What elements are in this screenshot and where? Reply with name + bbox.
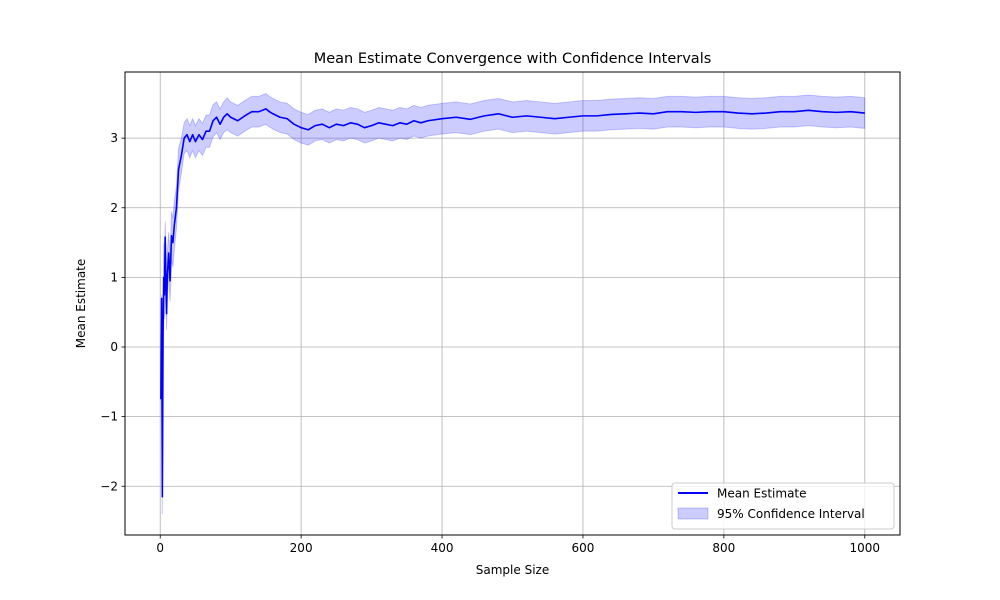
y-tick-label: −2 xyxy=(100,479,118,493)
mean-estimate-line xyxy=(160,108,865,498)
y-tick-label: 1 xyxy=(110,270,118,284)
x-tick-label: 200 xyxy=(290,541,313,555)
legend-label-ci: 95% Confidence Interval xyxy=(717,507,865,521)
y-tick-label: 3 xyxy=(110,131,118,145)
legend-band-swatch xyxy=(677,507,709,520)
mean-line-layer xyxy=(160,108,865,498)
x-tick-label: 0 xyxy=(156,541,164,555)
legend-label-mean: Mean Estimate xyxy=(717,487,807,501)
y-tick-label: −1 xyxy=(100,410,118,424)
x-tick-label: 1000 xyxy=(849,541,880,555)
y-axis-ticks: −2 −1 0 1 2 3 xyxy=(100,131,125,493)
y-axis-label: Mean Estimate xyxy=(74,259,88,349)
confidence-band-layer xyxy=(160,93,866,515)
x-axis-ticks: 0 200 400 600 800 1000 xyxy=(156,535,880,555)
x-axis-label: Sample Size xyxy=(476,563,549,577)
x-tick-label: 600 xyxy=(572,541,595,555)
confidence-interval-band xyxy=(160,93,866,515)
plot-frame xyxy=(124,71,901,536)
y-tick-label: 0 xyxy=(110,340,118,354)
chart-title: Mean Estimate Convergence with Confidenc… xyxy=(314,51,712,67)
legend: Mean Estimate 95% Confidence Interval xyxy=(671,482,895,530)
x-tick-label: 400 xyxy=(431,541,454,555)
legend-box xyxy=(671,482,895,530)
y-tick-label: 2 xyxy=(110,201,118,215)
x-tick-label: 800 xyxy=(712,541,735,555)
